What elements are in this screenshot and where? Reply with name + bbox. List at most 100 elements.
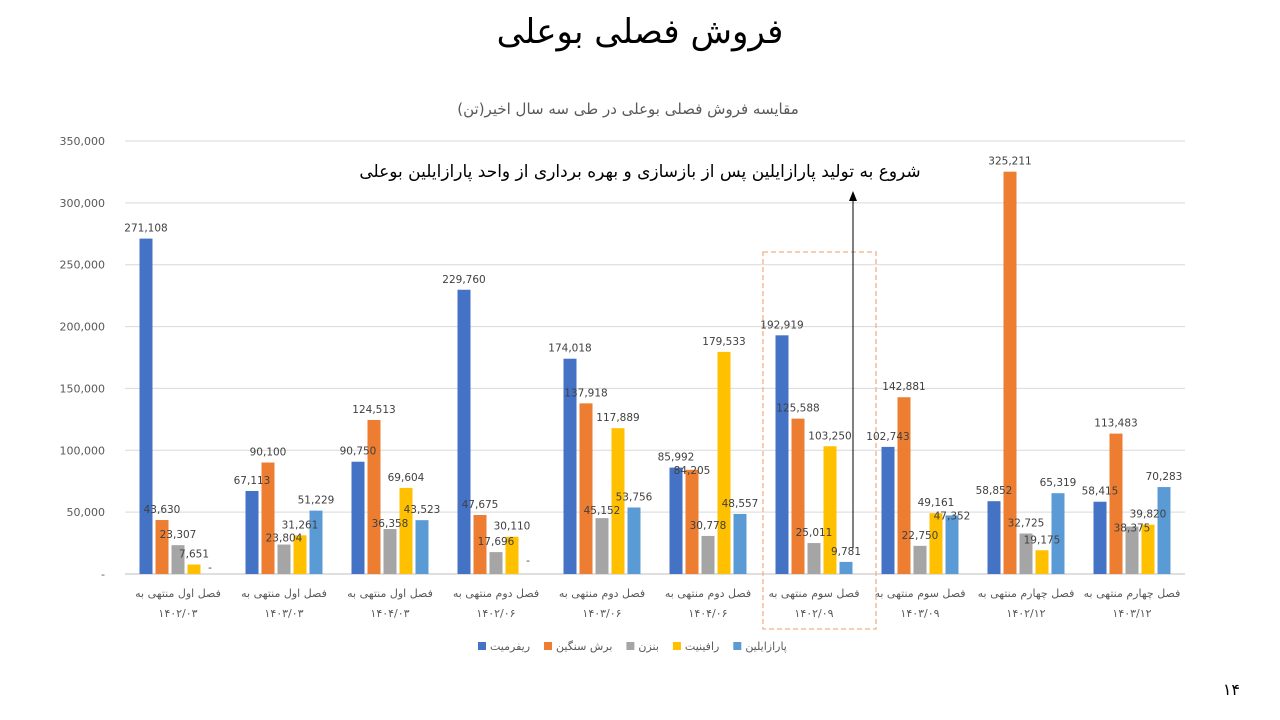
x-tick-label: فصل اول منتهی به [135,587,221,600]
legend-swatch [672,642,681,650]
bar [261,462,275,574]
data-label: 9,781 [831,546,861,558]
data-label: 7,651 [179,549,209,561]
data-label: 137,918 [564,387,607,399]
bar [399,487,413,574]
x-tick-label: فصل اول منتهی به [241,587,327,600]
x-tick-label: فصل چهارم منتهی به [1084,587,1181,600]
legend-label: پارازایلین [745,640,787,653]
y-tick-label: 300,000 [60,197,106,210]
bar [1003,171,1017,574]
x-tick-label: فصل سوم منتهی به [768,587,859,600]
data-label: 30,110 [494,521,531,533]
data-label: - [526,555,530,567]
legend-label: برش سنگین [556,640,612,653]
x-tick-label: ۱۴۰۳/۰۳ [264,607,303,620]
x-tick-label: ۱۴۰۴/۰۳ [370,607,409,620]
legend-swatch [478,642,486,650]
bar [1141,524,1155,574]
bar [733,513,747,574]
x-tick-label: ۱۴۰۲/۰۶ [476,607,515,620]
chart-title: مقایسه فروش فصلی بوعلی در طی سه سال اخیر… [457,100,798,118]
bar [929,513,943,574]
data-label: 23,307 [160,529,197,541]
data-label: 102,743 [866,431,909,443]
data-label: 58,852 [976,485,1013,497]
bar [473,515,487,574]
x-tick-label: ۱۴۰۳/۱۲ [1112,607,1151,620]
x-tick-label: ۱۴۰۲/۰۹ [794,607,833,620]
bar [775,335,789,574]
data-label: 23,804 [266,533,303,545]
data-label: 53,756 [616,491,653,503]
annotation-text: شروع به تولید پارازایلین پس از بازسازی و… [359,162,920,182]
data-label: 30,778 [690,520,727,532]
data-label: 38,375 [1114,523,1151,535]
bar [791,418,805,574]
data-label: 90,750 [340,446,377,458]
bar [1051,493,1065,574]
x-tick-label: فصل اول منتهی به [347,587,433,600]
bar [187,564,201,574]
page-number: ۱۴ [1222,680,1240,699]
bar [669,467,683,574]
legend-label: رافینیت [685,640,719,653]
data-label: 22,750 [902,530,939,542]
legend-label: بنزن [638,640,659,653]
data-label: 179,533 [702,336,745,348]
bar [293,535,307,574]
x-tick-label: ۱۴۰۳/۰۶ [582,607,621,620]
highlight-box [762,251,877,630]
data-label: 113,483 [1094,418,1137,430]
x-tick-label: فصل دوم منتهی به [665,587,751,600]
bar [717,351,731,574]
data-label: 47,675 [462,499,499,511]
bar [1019,533,1033,574]
x-tick-label: ۱۴۰۲/۰۳ [158,607,197,620]
data-label: - [208,562,212,574]
bar [245,490,259,574]
bar [171,545,185,574]
data-label: 48,557 [722,498,759,510]
bar [881,446,895,574]
x-tick-label: فصل سوم منتهی به [874,587,965,600]
data-label: 70,283 [1146,471,1183,483]
x-tick-label: ۱۴۰۲/۱۲ [1006,607,1045,620]
bar [839,561,853,574]
data-label: 192,919 [760,319,803,331]
data-label: 67,113 [234,475,271,487]
data-label: 19,175 [1024,534,1061,546]
x-tick-label: فصل چهارم منتهی به [978,587,1075,600]
legend-label: ریفرمیت [490,640,530,653]
bar [1125,526,1139,574]
data-label: 25,011 [796,527,833,539]
data-label: 229,760 [442,274,485,286]
bar [579,403,593,574]
bar [351,461,365,574]
data-label: 103,250 [808,430,851,442]
x-tick-label: ۱۴۰۴/۰۶ [688,607,727,620]
data-label: 90,100 [250,447,287,459]
bar [897,397,911,574]
bar [415,520,429,574]
bar [611,428,625,574]
data-label: 51,229 [298,495,335,507]
bar [309,510,323,574]
y-tick-label: 250,000 [60,259,106,272]
y-tick-label: 150,000 [60,382,106,395]
data-label: 65,319 [1040,477,1077,489]
bar [383,529,397,574]
data-label: 32,725 [1008,518,1045,530]
data-label: 69,604 [388,472,425,484]
data-label: 58,415 [1082,486,1119,498]
data-label: 84,205 [674,465,711,477]
data-label: 117,889 [596,412,639,424]
bar [823,446,837,574]
data-label: 124,513 [352,404,395,416]
data-label: 271,108 [124,223,167,235]
data-label: 17,696 [478,536,515,548]
bar [1035,550,1049,574]
bar [563,358,577,574]
bar [489,552,503,574]
bar [945,515,959,574]
